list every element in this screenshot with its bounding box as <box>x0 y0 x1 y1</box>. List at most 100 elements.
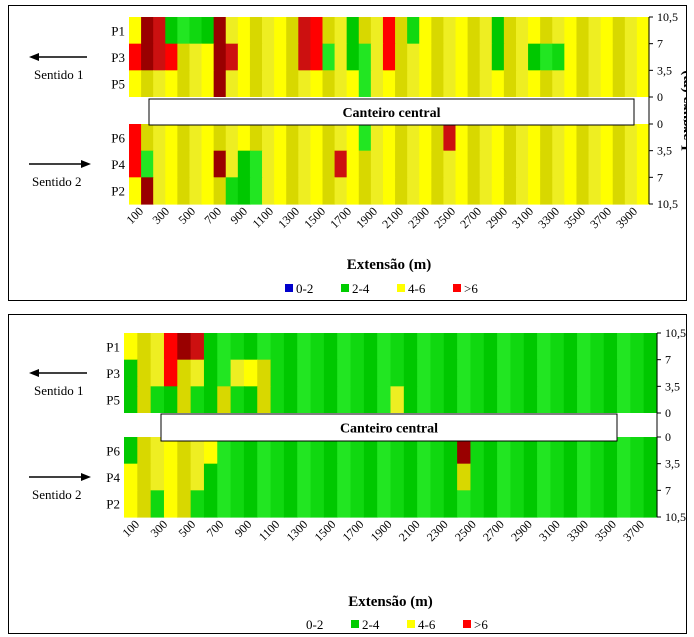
heatmap-cell <box>283 490 298 518</box>
heatmap-cell <box>564 17 578 45</box>
heatmap-cell <box>552 150 565 178</box>
heatmap-cell <box>129 177 142 205</box>
heatmap-cell <box>237 17 251 45</box>
heatmap-cell <box>491 43 505 71</box>
heatmap-cell <box>225 17 239 45</box>
x-tick-label: 300 <box>148 517 171 540</box>
heatmap-cell <box>201 150 215 178</box>
heatmap-cell <box>630 386 645 414</box>
heatmap-cell <box>322 17 336 45</box>
heatmap-cell <box>124 463 138 491</box>
heatmap-cell <box>163 333 178 361</box>
heatmap-cell <box>431 43 445 71</box>
heatmap-cell <box>403 490 418 518</box>
heatmap-cell <box>467 70 481 98</box>
heatmap-cell <box>603 437 618 465</box>
heatmap-cell <box>124 359 138 387</box>
lane-label: P6 <box>111 130 125 145</box>
heatmap-cell <box>455 43 469 71</box>
heatmap-cell <box>350 490 365 518</box>
heatmap-cell <box>483 386 498 414</box>
chart-root: Canteiro central 10,5 7 3,5 0 0 3,5 7 10,5 Largur… <box>29 10 686 296</box>
heatmap-cell <box>417 463 432 491</box>
x-tick-label: 3100 <box>536 517 563 544</box>
heatmap-cell <box>217 333 232 361</box>
heatmap-cell <box>528 177 541 205</box>
heatmap-cell <box>419 124 432 152</box>
heatmap-cell <box>643 437 658 465</box>
x-tick-label: 2100 <box>379 204 406 231</box>
heatmap-cell <box>491 70 505 98</box>
right-tick-label: 3,5 <box>665 457 680 471</box>
legend-swatch <box>397 284 405 292</box>
heatmap-cell <box>603 490 618 518</box>
heatmap-cell <box>403 386 418 414</box>
heatmap-cell <box>129 124 142 152</box>
heatmap-cell <box>457 359 472 387</box>
heatmap-cell <box>403 463 418 491</box>
heatmap-cell <box>590 437 605 465</box>
heatmap-cell <box>377 386 392 414</box>
heatmap-cell <box>270 463 285 491</box>
heatmap-lower <box>129 124 650 205</box>
heatmap-cell <box>552 43 565 71</box>
heatmap-cell <box>431 150 445 178</box>
right-tick-label: 7 <box>665 483 671 497</box>
heatmap-cell <box>177 43 191 71</box>
right-tick-label: 10,5 <box>665 510 686 524</box>
heatmap-cell <box>497 437 512 465</box>
heatmap-cell <box>358 17 372 45</box>
heatmap-cell <box>363 333 378 361</box>
heatmap-cell <box>624 177 638 205</box>
heatmap-cell <box>624 43 638 71</box>
right-tick-label: 0 <box>657 117 663 131</box>
heatmap-cell <box>390 463 405 491</box>
heatmap-cell <box>419 17 432 45</box>
heatmap-cell <box>363 437 378 465</box>
heatmap-cell <box>407 124 420 152</box>
heatmap-cell <box>165 124 178 152</box>
heatmap-lower <box>124 437 658 518</box>
heatmap-cell <box>407 177 420 205</box>
heatmap-cell <box>150 386 165 414</box>
heatmap-cell <box>358 70 372 98</box>
heatmap-cell <box>237 43 251 71</box>
heatmap-cell <box>576 43 590 71</box>
heatmap-cell <box>510 490 525 518</box>
heatmap-cell <box>150 490 165 518</box>
x-axis-title: Extensão (m) <box>348 594 433 610</box>
heatmap-cell <box>274 124 287 152</box>
heatmap-cell <box>322 177 336 205</box>
heatmap-cell <box>577 490 591 518</box>
x-tick-label: 2900 <box>483 204 510 231</box>
heatmap-cell <box>550 359 565 387</box>
heatmap-cell <box>249 43 263 71</box>
heatmap-cell <box>617 359 631 387</box>
heatmap-cell <box>395 177 408 205</box>
heatmap-cell <box>576 124 590 152</box>
heatmap-cell <box>577 463 591 491</box>
heatmap-cell <box>483 490 498 518</box>
heatmap-cell <box>479 150 493 178</box>
heatmap-cell <box>430 490 445 518</box>
heatmap-cell <box>283 386 298 414</box>
heatmap-cell <box>298 70 311 98</box>
heatmap-cell <box>249 177 263 205</box>
heatmap-cell <box>540 43 553 71</box>
legend-label: 4-6 <box>408 281 426 296</box>
heatmap-cell <box>491 177 505 205</box>
heatmap-cell <box>479 124 493 152</box>
heatmap-cell <box>377 437 392 465</box>
heatmap-cell <box>617 490 631 518</box>
heatmap-cell <box>213 177 227 205</box>
heatmap-cell <box>403 333 418 361</box>
heatmap-cell <box>643 490 658 518</box>
heatmap-cell <box>443 333 458 361</box>
heatmap-cell <box>310 150 324 178</box>
heatmap-cell <box>563 359 578 387</box>
heatmap-cell <box>257 437 272 465</box>
heatmap-cell <box>243 463 258 491</box>
heatmap-cell <box>600 70 614 98</box>
heatmap-cell <box>395 70 408 98</box>
heatmap-cell <box>249 17 263 45</box>
